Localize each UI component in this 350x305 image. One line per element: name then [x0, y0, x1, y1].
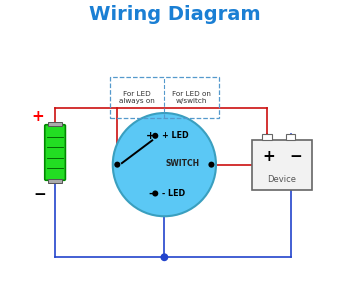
Circle shape [152, 133, 158, 139]
Bar [286, 134, 295, 140]
Text: + LED: + LED [162, 131, 189, 140]
Circle shape [208, 162, 215, 168]
Bar [48, 179, 62, 183]
Bar [262, 134, 272, 140]
Text: SWITCH: SWITCH [166, 159, 200, 168]
Text: Device: Device [267, 175, 296, 184]
Text: −: − [289, 149, 302, 164]
Text: -: - [148, 188, 153, 199]
Bar [252, 140, 312, 190]
Text: Wiring Diagram: Wiring Diagram [89, 5, 261, 24]
Circle shape [114, 162, 120, 168]
Circle shape [113, 113, 216, 216]
Text: +: + [262, 149, 275, 164]
Text: +: + [31, 109, 44, 124]
Text: −: − [33, 187, 46, 202]
Text: For LED
always on: For LED always on [119, 91, 155, 104]
Text: For LED on
w/switch: For LED on w/switch [172, 91, 211, 104]
Circle shape [160, 253, 168, 261]
Text: +: + [146, 131, 155, 141]
Circle shape [152, 190, 158, 196]
Text: - LED: - LED [162, 189, 185, 198]
FancyBboxPatch shape [45, 125, 65, 180]
Bar [48, 122, 62, 126]
